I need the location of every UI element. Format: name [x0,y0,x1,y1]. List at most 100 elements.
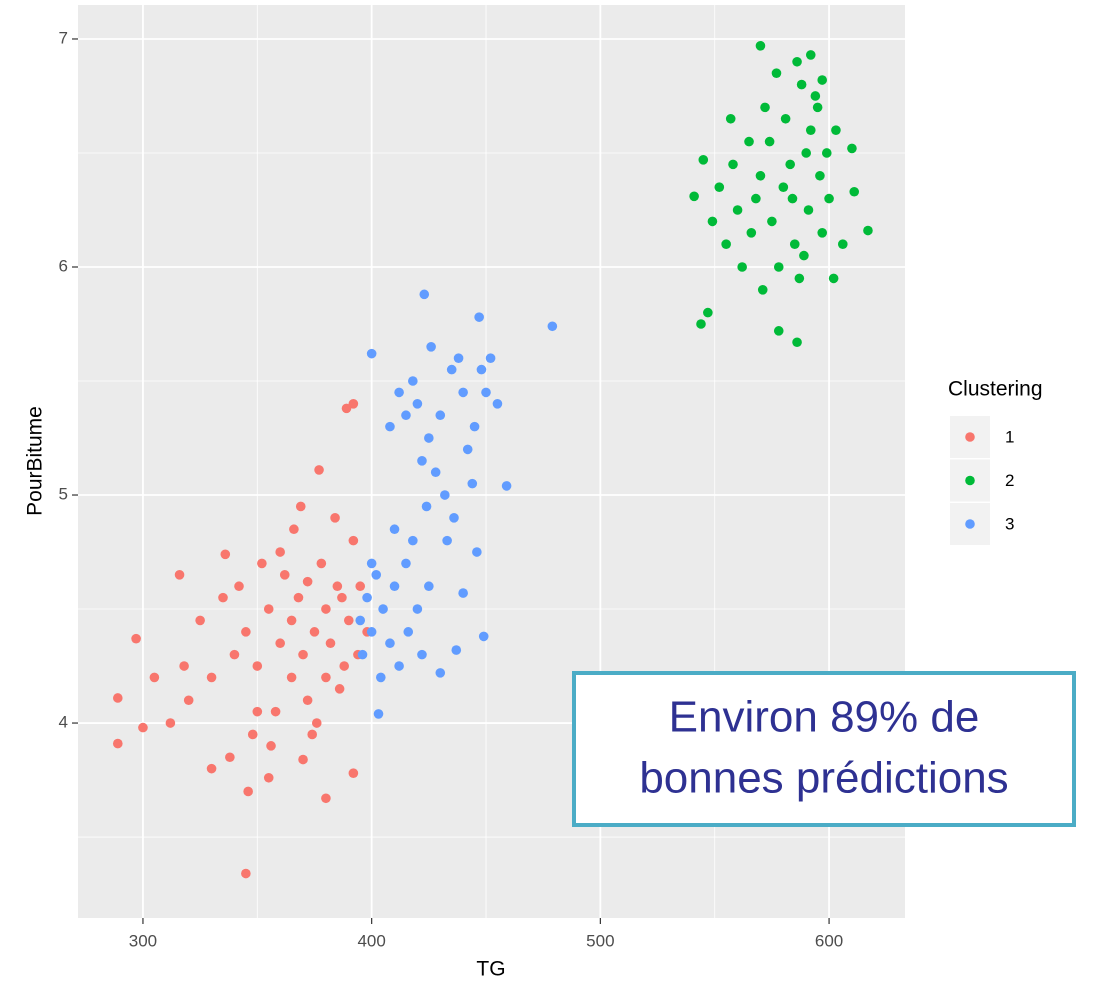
point [696,319,706,329]
point [698,155,709,165]
point [481,387,491,398]
point [263,604,274,614]
point [821,148,832,158]
y-tick-label: 4 [59,713,68,732]
point [371,570,382,580]
point [419,289,430,300]
annotation-line: Environ 89% de [669,693,980,742]
point [408,376,418,386]
point [286,672,297,683]
point [737,262,747,272]
point [714,182,725,192]
x-axis-title: TG [476,958,505,981]
point [131,633,141,644]
point [314,465,324,475]
point [796,79,807,90]
point [339,661,350,671]
point [458,588,468,598]
point [234,581,244,592]
point [805,125,816,135]
legend-swatch [965,432,975,442]
point [746,227,757,238]
point [243,786,253,797]
point [485,353,496,364]
point [298,754,308,765]
legend-title: Clustering [948,378,1043,401]
point [309,627,320,637]
point [138,722,148,733]
point [799,250,809,261]
point [449,513,459,523]
point [472,547,482,557]
point [824,193,834,204]
point [426,342,436,352]
point [247,729,258,740]
point [771,68,782,78]
point [847,143,857,154]
point [789,239,800,249]
point [421,501,432,512]
point [417,649,427,660]
point [366,627,377,637]
point [755,41,766,51]
point [385,638,395,649]
point [453,353,464,364]
point [341,403,352,414]
point [183,695,194,706]
point [764,136,775,147]
point [728,159,738,170]
point [401,558,411,569]
point [302,695,313,706]
point [298,649,308,660]
point [469,421,480,432]
point [837,239,848,249]
annotation-line: bonnes prédictions [639,754,1008,803]
point [751,193,761,204]
point [815,170,825,181]
y-tick-label: 5 [59,485,68,504]
point [357,649,368,660]
point [174,570,185,580]
point [241,627,251,637]
legend-label: 2 [1005,471,1014,490]
point [321,604,331,614]
point [474,312,484,322]
point [332,581,343,592]
point [787,193,798,204]
point [275,638,285,649]
point [442,535,452,546]
point [430,467,441,478]
legend-label: 1 [1005,427,1014,446]
point [279,570,290,580]
point [476,364,487,375]
point [451,645,462,655]
point [446,364,457,375]
point [275,547,285,557]
y-axis-title: PourBitume [24,406,47,516]
point [225,752,235,763]
point [362,592,372,603]
point [812,102,823,113]
point [810,91,821,101]
x-tick-label: 400 [357,931,385,950]
point [270,706,281,717]
point [467,478,478,489]
point [547,321,558,332]
point [334,684,345,694]
point [195,615,205,626]
point [424,581,434,592]
point [805,50,816,60]
x-tick-label: 600 [815,931,843,950]
point [849,186,860,197]
point [440,490,450,500]
point [325,638,336,649]
point [307,729,317,740]
point [355,581,366,592]
point [412,604,423,614]
point [492,399,503,409]
point [478,631,489,642]
point [778,182,789,192]
point [773,326,784,336]
point [424,433,434,443]
